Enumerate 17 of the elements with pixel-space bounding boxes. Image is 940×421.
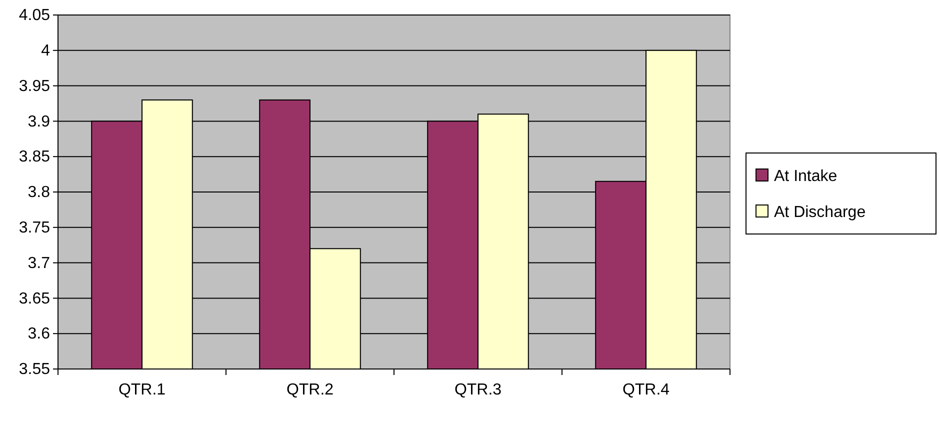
y-tick-label: 3.6	[28, 326, 50, 343]
x-tick-label: QTR.4	[622, 381, 670, 398]
y-tick-label: 4	[41, 42, 50, 60]
y-tick-label: 3.85	[18, 148, 50, 166]
y-tick-label: 3.95	[18, 78, 50, 95]
y-tick-label: 3.55	[18, 361, 50, 378]
x-tick-label: QTR.1	[118, 381, 166, 398]
legend-label: At Discharge	[774, 204, 866, 221]
legend-label: At Intake	[774, 168, 838, 185]
y-tick-label: 3.7	[28, 254, 50, 272]
y-tick-label: 3.8	[28, 184, 50, 202]
y-tick-label: 3.65	[18, 290, 50, 308]
y-tick-label: 3.75	[18, 220, 50, 237]
x-tick-label: QTR.3	[454, 381, 502, 398]
y-tick-label: 4.05	[18, 7, 50, 24]
y-tick-label: 3.9	[28, 113, 50, 130]
x-tick-label: QTR.2	[286, 381, 334, 398]
